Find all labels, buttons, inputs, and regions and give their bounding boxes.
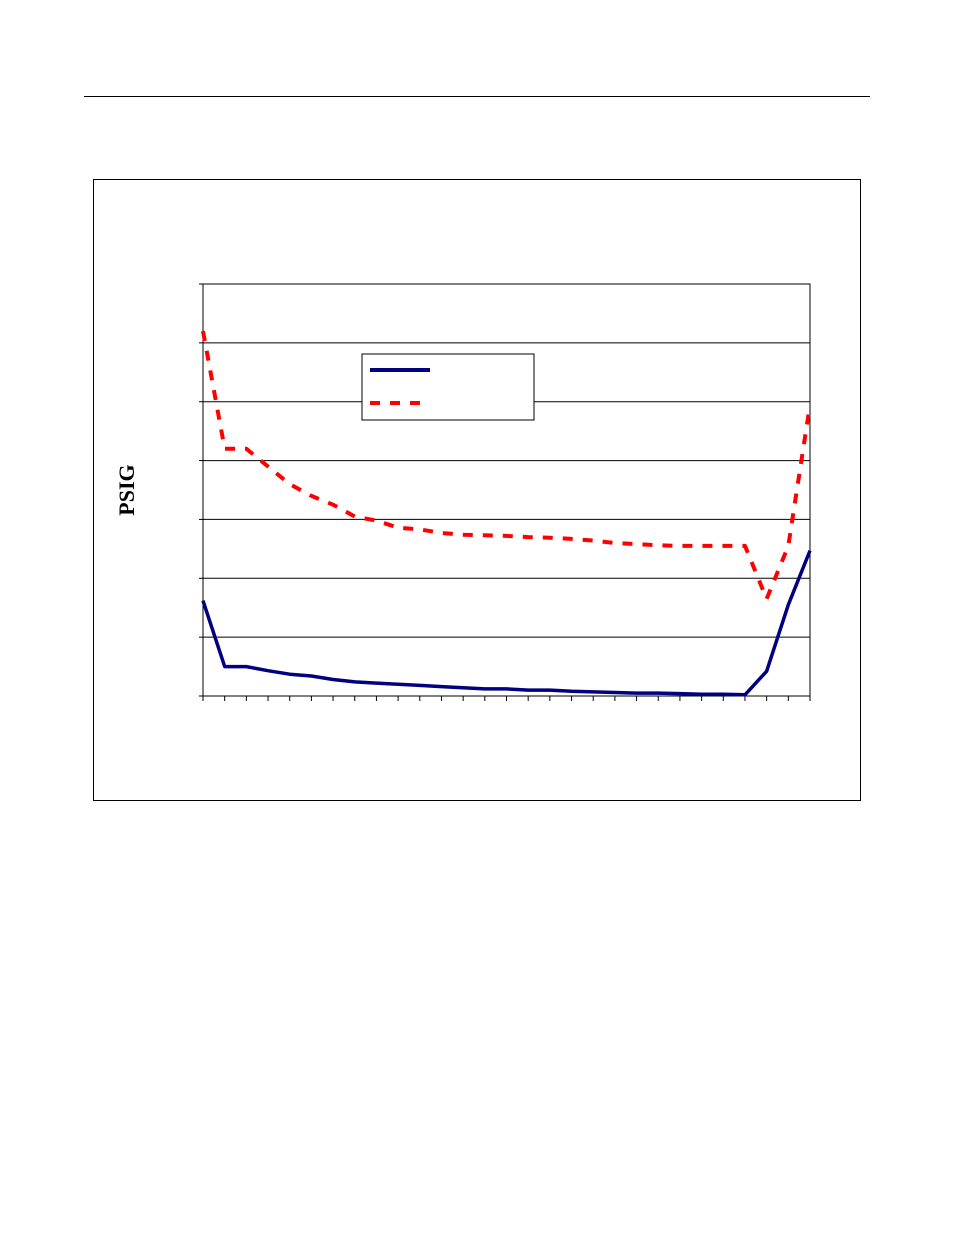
chart-frame: PSIG: [93, 179, 861, 801]
plot-area: [202, 283, 811, 697]
series-line-dashed: [201, 330, 812, 601]
y-axis-ticks: [199, 283, 203, 697]
legend: [361, 353, 535, 421]
y-axis-label: PSIG: [114, 464, 139, 515]
series-layer: [201, 330, 812, 697]
series-line-solid: [201, 549, 812, 697]
x-axis-ticks: [202, 696, 811, 701]
header-rule: [84, 96, 870, 97]
line-chart: PSIG: [114, 283, 812, 701]
legend-box: [361, 353, 535, 421]
